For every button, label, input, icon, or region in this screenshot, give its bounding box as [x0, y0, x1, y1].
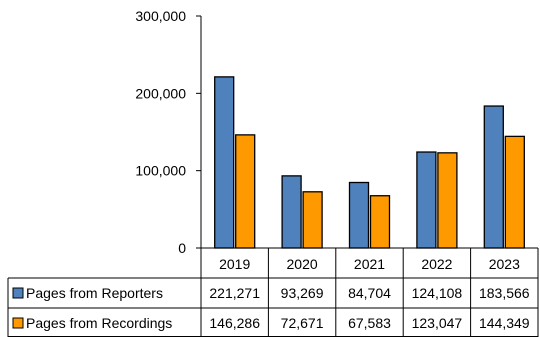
bar-reporters-2023 — [483, 105, 504, 249]
data-label: 84,704 — [348, 285, 391, 301]
data-label: 146,286 — [209, 315, 260, 331]
data-label: 72,671 — [281, 315, 324, 331]
series-name: Pages from Recordings — [26, 315, 172, 331]
bar-reporters-2022 — [416, 151, 437, 249]
bar-reporters-2019 — [214, 76, 235, 249]
category-label: 2021 — [354, 256, 385, 272]
category-label: 2020 — [287, 256, 318, 272]
category-label: 2023 — [489, 256, 520, 272]
bar-recordings-2021 — [369, 195, 391, 249]
data-label: 123,047 — [412, 315, 463, 331]
data-label: 183,566 — [479, 285, 530, 301]
data-label: 144,349 — [479, 315, 530, 331]
data-label: 124,108 — [412, 285, 463, 301]
data-label: 221,271 — [209, 285, 260, 301]
bar-recordings-2020 — [302, 191, 323, 249]
bars — [214, 76, 525, 249]
category-label: 2019 — [219, 256, 250, 272]
y-tick-label: 0 — [178, 240, 186, 256]
bar-recordings-2022 — [437, 152, 458, 249]
series-name: Pages from Reporters — [26, 285, 163, 301]
y-axis: 0 100,000 200,000 300,000 — [135, 8, 202, 256]
legend-swatch-reporters — [12, 287, 24, 299]
bar-reporters-2021 — [348, 181, 370, 249]
y-tick-label: 300,000 — [135, 8, 186, 24]
bar-recordings-2019 — [235, 134, 256, 249]
data-label: 93,269 — [281, 285, 324, 301]
y-tick-label: 200,000 — [135, 85, 186, 101]
y-tick-label: 100,000 — [135, 163, 186, 179]
legend-swatch-recordings — [12, 317, 24, 329]
bar-recordings-2023 — [504, 135, 525, 249]
category-label: 2022 — [421, 256, 452, 272]
data-table: 2019 2020 2021 2022 2023 Pages from Reporters… — [7, 247, 539, 337]
bar-reporters-2020 — [281, 175, 302, 249]
data-label: 67,583 — [348, 315, 391, 331]
